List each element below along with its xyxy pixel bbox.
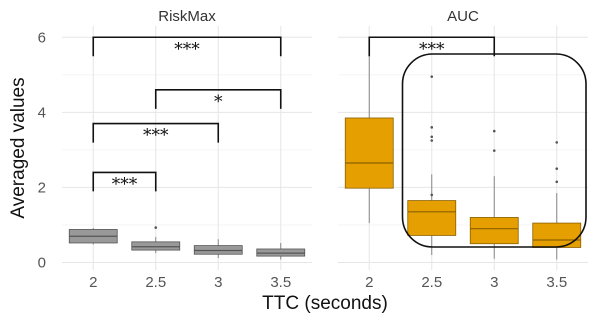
significance-label: *** (143, 126, 169, 146)
box-auc-3 (469, 129, 519, 259)
y-tick-label: 6 (38, 29, 46, 46)
box-riskmax-2.5 (131, 226, 181, 254)
outlier-point (492, 129, 496, 133)
facet-title: AUC (447, 8, 479, 25)
box-body (469, 217, 519, 245)
x-axis: 2 2.5 3 3.5 2 2.5 3 3.5 (89, 274, 567, 291)
outlier-point (154, 226, 158, 229)
y-tick-label: 2 (38, 179, 46, 196)
box-auc-2.5 (407, 75, 457, 255)
box-riskmax-3.5 (256, 242, 306, 260)
outlier-point (555, 180, 559, 184)
outlier-point (430, 75, 434, 78)
significance-bracket (92, 171, 157, 192)
highlight-layer (401, 53, 587, 248)
box-auc-3.5 (532, 141, 582, 260)
significance-label: *** (174, 39, 200, 59)
outlier-point (555, 141, 559, 144)
box-body (131, 241, 181, 251)
box-riskmax-3 (193, 239, 243, 258)
x-tick-label: 2.5 (145, 274, 166, 291)
box-riskmax-2 (68, 227, 118, 245)
significance-label: * (214, 92, 223, 112)
significance-brackets: ************* (92, 36, 496, 194)
x-tick-label: 3 (214, 274, 222, 291)
x-tick-label: 2 (89, 274, 97, 291)
facet-title: RiskMax (158, 8, 216, 25)
outlier-point (555, 167, 559, 170)
box-body (407, 200, 457, 236)
outlier-point (430, 126, 434, 129)
significance-bracket (368, 36, 496, 57)
x-tick-label: 3.5 (546, 274, 567, 291)
y-tick-label: 0 (38, 254, 46, 271)
box-auc-2 (344, 42, 394, 224)
significance-bracket (154, 89, 282, 109)
significance-bracket (92, 36, 282, 57)
significance-label: *** (112, 174, 138, 194)
highlight-rounded-box (401, 53, 587, 248)
x-axis-title: TTC (seconds) (262, 293, 388, 314)
y-tick-label: 4 (38, 104, 46, 121)
x-tick-label: 3 (490, 274, 498, 291)
outlier-point (430, 135, 434, 139)
x-tick-label: 3.5 (270, 274, 291, 291)
x-tick-label: 2 (365, 274, 373, 291)
significance-bracket (92, 122, 220, 143)
box-body (532, 222, 582, 248)
y-axis-title: Averaged values (8, 77, 29, 218)
outlier-point (430, 193, 434, 197)
outlier-point (492, 149, 496, 152)
outlier-point (430, 139, 434, 142)
facet-strip-titles: RiskMax AUC (158, 8, 479, 25)
x-tick-label: 2.5 (421, 274, 442, 291)
y-axis: 0 2 4 6 (38, 29, 46, 271)
boxes (68, 42, 582, 260)
box-body (344, 117, 394, 189)
